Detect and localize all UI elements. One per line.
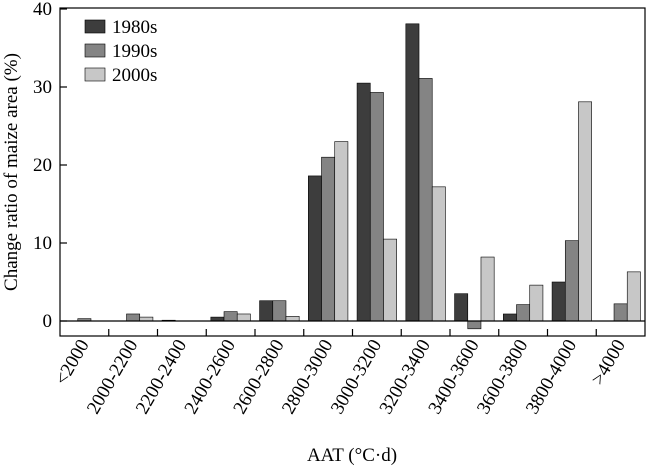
y-tick-label: 0 xyxy=(43,311,53,332)
bars-group xyxy=(77,23,641,330)
y-tick-label: 40 xyxy=(33,0,52,20)
y-axis: 0 10 20 30 40 xyxy=(33,0,67,332)
bar-1990s-5 xyxy=(321,156,336,322)
bar-2000s-11 xyxy=(626,271,641,322)
legend-label: 1990s xyxy=(112,41,157,62)
bar-2000s-3 xyxy=(236,313,251,322)
y-tick-label: 30 xyxy=(33,77,52,98)
bar-1990s-4 xyxy=(272,300,287,322)
x-tick-label: >4000 xyxy=(587,336,630,389)
bar-1980s-7 xyxy=(405,23,420,322)
bar-1980s-6 xyxy=(356,82,371,322)
legend: 1980s 1990s 2000s xyxy=(84,17,157,86)
legend-label: 2000s xyxy=(112,65,157,86)
bar-1990s-6 xyxy=(369,92,384,322)
bar-1980s-8 xyxy=(454,293,469,322)
y-axis-title: Change ratio of maize area (%) xyxy=(1,53,22,291)
bar-1980s-9 xyxy=(503,313,517,322)
bar-2000s-8 xyxy=(480,256,495,322)
legend-swatch xyxy=(84,43,106,58)
legend-label: 1980s xyxy=(112,17,157,38)
bar-1990s-11 xyxy=(613,303,628,322)
bar-2000s-10 xyxy=(578,101,592,322)
legend-swatch xyxy=(84,67,106,82)
x-axis: <20002000-22002200-24002400-26002600-280… xyxy=(51,329,630,418)
legend-swatch xyxy=(84,19,106,34)
bar-1990s-1 xyxy=(126,313,141,322)
bar-1990s-9 xyxy=(516,304,531,322)
y-tick-label: 10 xyxy=(33,233,52,254)
x-tick-label: <2000 xyxy=(51,336,94,389)
bar-2000s-7 xyxy=(431,186,446,322)
bar-1980s-10 xyxy=(551,281,566,322)
bar-1990s-10 xyxy=(564,240,579,322)
bar-1990s-7 xyxy=(418,78,433,322)
bar-1980s-5 xyxy=(308,175,322,322)
x-axis-title: AAT (°C·d) xyxy=(307,445,397,466)
y-tick-label: 20 xyxy=(33,155,52,176)
bar-2000s-9 xyxy=(529,284,544,322)
bar-2000s-5 xyxy=(334,141,349,322)
bar-1980s-4 xyxy=(259,300,274,322)
bar-1990s-3 xyxy=(223,311,238,322)
bar-2000s-4 xyxy=(285,316,300,322)
bar-2000s-6 xyxy=(383,238,397,322)
bar-1990s-8 xyxy=(467,320,482,330)
